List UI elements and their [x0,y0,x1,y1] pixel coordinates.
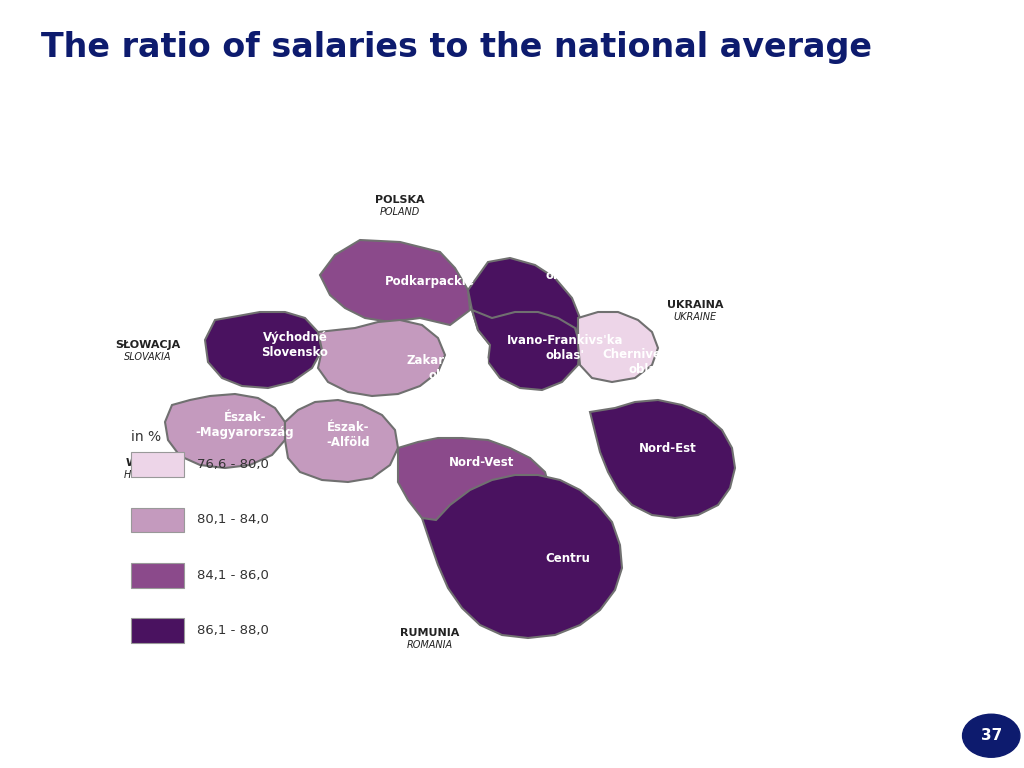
Polygon shape [468,258,580,358]
Polygon shape [578,312,658,382]
Text: in %: in % [131,430,161,444]
Text: Zakarpatska
oblas': Zakarpatska oblas' [407,354,489,382]
Text: HUNGARY: HUNGARY [124,470,172,480]
Polygon shape [285,400,398,482]
Polygon shape [398,438,550,542]
Text: POLSKA: POLSKA [375,195,425,205]
Text: 86,1 - 88,0: 86,1 - 88,0 [197,624,268,637]
Text: Chernivets'ka
oblas': Chernivets'ka oblas' [602,348,693,376]
Text: 84,1 - 86,0: 84,1 - 86,0 [197,569,268,581]
Polygon shape [472,310,580,390]
Text: SLOVAKIA: SLOVAKIA [124,352,172,362]
Text: WĘGRY: WĘGRY [126,458,170,468]
Text: 76,6 - 80,0: 76,6 - 80,0 [197,458,268,471]
Text: The ratio of salaries to the national average: The ratio of salaries to the national av… [41,31,872,64]
Text: Podkarpackie: Podkarpackie [385,276,475,289]
Text: SŁOWACJA: SŁOWACJA [116,340,180,350]
Text: UKRAINA: UKRAINA [667,300,723,310]
Polygon shape [205,312,322,388]
Text: Východné
Slovensko: Východné Slovensko [261,331,329,359]
Polygon shape [165,394,285,468]
Text: Nord-Est: Nord-Est [639,442,697,455]
Text: Ivano-Frankivs'ka
oblas': Ivano-Frankivs'ka oblas' [507,334,624,362]
Text: Nord-Vest: Nord-Vest [450,455,515,468]
Text: Észak-
-Alföld: Észak- -Alföld [327,421,370,449]
Text: ROMANIA: ROMANIA [407,640,453,650]
Text: 80,1 - 84,0: 80,1 - 84,0 [197,514,268,526]
Polygon shape [318,320,445,396]
Text: Észak-
-Magyarország: Észak- -Magyarország [196,411,294,439]
Polygon shape [422,475,622,638]
Text: UKRAINE: UKRAINE [674,312,717,322]
Text: 37: 37 [981,728,1001,743]
Text: Lvivs'ka
oblas': Lvivs'ka oblas' [539,254,592,282]
Polygon shape [319,240,470,325]
Text: POLAND: POLAND [380,207,420,217]
Text: Centru: Centru [546,551,591,564]
Text: RUMUNIA: RUMUNIA [400,628,460,638]
Polygon shape [590,400,735,518]
